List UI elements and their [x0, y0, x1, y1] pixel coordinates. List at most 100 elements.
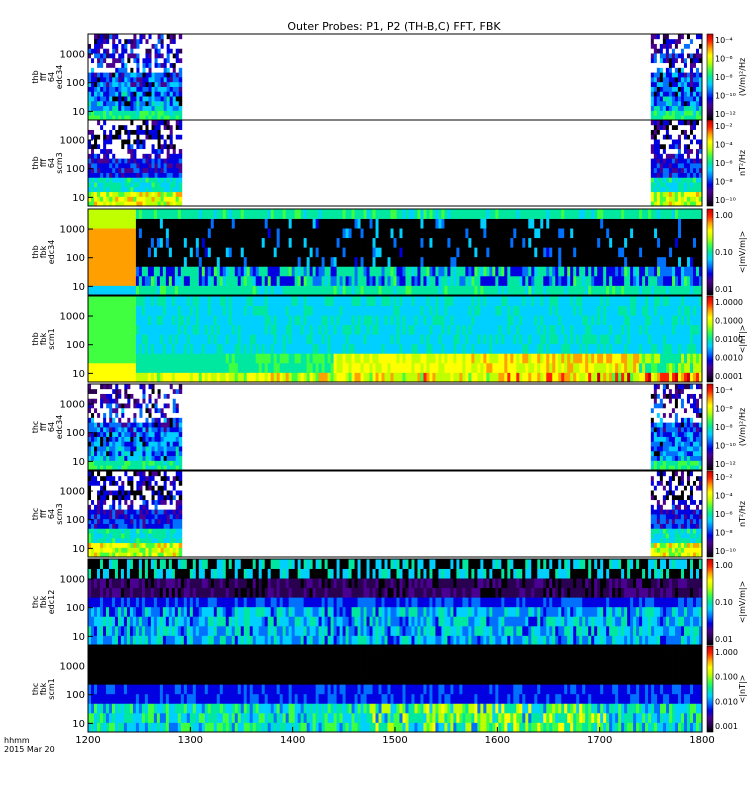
heatmap-cell: [91, 77, 95, 83]
heatmap-cell: [411, 218, 415, 229]
heatmap-cell: [402, 343, 406, 354]
heatmap-cell: [665, 86, 670, 92]
heatmap-cell: [97, 191, 101, 197]
heatmap-cell: [124, 167, 128, 173]
heatmap-cell: [456, 266, 460, 277]
heatmap-cell: [166, 129, 171, 135]
heatmap-cell: [456, 343, 460, 354]
heatmap-cell: [540, 256, 544, 267]
heatmap-cell: [564, 266, 568, 277]
heatmap-cell: [351, 247, 355, 258]
heatmap-cell: [132, 237, 137, 248]
heatmap-cell: [120, 353, 125, 364]
heatmap-cell: [148, 110, 152, 116]
heatmap-cell: [163, 167, 168, 173]
heatmap-cell: [677, 72, 682, 78]
heatmap-cell: [127, 158, 131, 164]
heatmap-cell: [438, 237, 442, 248]
heatmap-cell: [106, 134, 110, 140]
heatmap-cell: [660, 247, 664, 258]
heatmap-cell: [234, 285, 239, 296]
heatmap-cell: [126, 266, 131, 277]
heatmap-cell: [438, 343, 442, 354]
heatmap-cell: [698, 67, 703, 73]
heatmap-cell: [297, 324, 302, 335]
heatmap-cell: [240, 372, 245, 383]
colorbar-tick-label: 0.01: [715, 285, 733, 294]
heatmap-cell: [336, 218, 340, 229]
y-label-line: scm3: [55, 152, 64, 173]
heatmap-cell: [342, 324, 346, 335]
heatmap-cell: [267, 343, 272, 354]
heatmap-cell: [145, 77, 149, 83]
heatmap-cell: [372, 247, 376, 258]
heatmap-cell: [689, 105, 694, 111]
heatmap-cell: [420, 362, 424, 373]
heatmap-cell: [300, 334, 305, 345]
heatmap-cell: [127, 77, 131, 83]
heatmap-cell: [154, 134, 158, 140]
heatmap-cell: [303, 285, 308, 296]
heatmap-cell: [585, 247, 589, 258]
heatmap-cell: [169, 105, 174, 111]
heatmap-cell: [252, 372, 257, 383]
heatmap-cell: [354, 275, 358, 286]
heatmap-cell: [666, 247, 670, 258]
heatmap-cell: [680, 177, 685, 183]
heatmap-cell: [471, 285, 475, 296]
heatmap-cell: [489, 256, 493, 267]
heatmap-cell: [261, 334, 266, 345]
heatmap-cell: [180, 209, 185, 219]
heatmap-cell: [120, 305, 125, 316]
heatmap-cell: [124, 158, 128, 164]
heatmap-cell: [318, 266, 323, 277]
heatmap-cell: [124, 48, 128, 54]
heatmap-cell: [402, 275, 406, 286]
heatmap-cell: [172, 129, 177, 135]
heatmap-cell: [210, 275, 215, 286]
heatmap-cell: [246, 296, 251, 306]
heatmap-cell: [414, 343, 418, 354]
heatmap-cell: [303, 275, 308, 286]
colorbar-tick-label: 0.10: [715, 248, 733, 257]
heatmap-cell: [342, 353, 346, 364]
heatmap-cell: [438, 296, 442, 306]
heatmap-cell: [169, 115, 174, 121]
heatmap-cell: [285, 218, 290, 229]
heatmap-cell: [255, 218, 260, 229]
heatmap-cell: [264, 315, 269, 326]
heatmap-cell: [213, 315, 218, 326]
heatmap-cell: [471, 218, 475, 229]
heatmap-cell: [297, 275, 302, 286]
heatmap-cell: [677, 158, 682, 164]
heatmap-cell: [261, 315, 266, 326]
heatmap-cell: [157, 177, 162, 183]
heatmap-cell: [674, 172, 679, 178]
heatmap-cell: [492, 237, 496, 248]
heatmap-cell: [516, 285, 520, 296]
heatmap-cell: [175, 143, 180, 150]
heatmap-cell: [653, 163, 658, 169]
heatmap-cell: [249, 334, 254, 345]
heatmap-cell: [636, 285, 640, 296]
heatmap-cell: [468, 275, 472, 286]
heatmap-cell: [600, 218, 604, 229]
heatmap-cell: [141, 285, 146, 296]
heatmap-cell: [168, 353, 173, 364]
heatmap-cell: [228, 209, 233, 219]
heatmap-cell: [534, 256, 538, 267]
heatmap-cell: [495, 296, 499, 306]
heatmap-cell: [591, 228, 595, 239]
heatmap-cell: [300, 218, 305, 229]
heatmap-cell: [659, 96, 664, 102]
heatmap-cell: [537, 237, 541, 248]
heatmap-cell: [411, 334, 415, 345]
heatmap-cell: [650, 139, 655, 145]
heatmap-cell: [282, 372, 287, 383]
heatmap-cell: [258, 324, 263, 335]
heatmap-cell: [129, 285, 134, 296]
heatmap-cell: [653, 38, 658, 44]
heatmap-cell: [441, 353, 445, 364]
heatmap-cell: [576, 218, 580, 229]
heatmap-cell: [686, 110, 691, 116]
